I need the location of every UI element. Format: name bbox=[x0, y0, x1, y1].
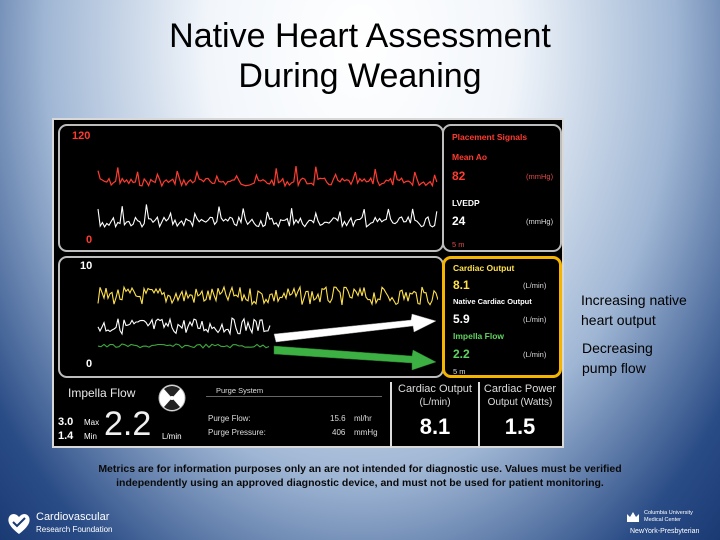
increasing-arrow bbox=[273, 313, 437, 343]
flow-waveforms bbox=[97, 285, 438, 371]
pressure-waveform-panel: 120 0 bbox=[58, 124, 444, 252]
impella-flow-title: Impella Flow bbox=[68, 386, 136, 400]
impella-flow-label: Impella Flow bbox=[453, 331, 505, 341]
impella-flow-unit: (L/min) bbox=[523, 350, 547, 359]
purge-flow-value: 15.6 bbox=[330, 414, 346, 423]
slide-title-line1: Native Heart Assessment bbox=[169, 17, 551, 55]
crf-logo-line1: Cardiovascular bbox=[36, 511, 110, 523]
cardiac-output-wave bbox=[97, 285, 438, 307]
slide-title-line2: During Weaning bbox=[238, 57, 482, 95]
impella-flow-value: 2.2 bbox=[453, 347, 470, 361]
pressure-scale-min: 0 bbox=[86, 234, 93, 246]
lvedp-label: LVEDP bbox=[452, 198, 480, 208]
disclaimer-line1: Metrics are for information purposes onl… bbox=[98, 463, 622, 475]
mean-ao-label: Mean Ao bbox=[452, 152, 488, 162]
decreasing-annotation-line2: pump flow bbox=[582, 360, 646, 376]
purge-system-label: Purge System bbox=[216, 386, 264, 395]
mean-ao-value: 82 bbox=[452, 169, 466, 183]
increasing-annotation-line1: Increasing native bbox=[581, 292, 687, 308]
purge-pressure-unit: mmHg bbox=[354, 428, 378, 437]
impella-flow-big-value: 2.2 bbox=[104, 405, 152, 443]
cardiac-time-label: 5 m bbox=[453, 367, 466, 376]
increasing-annotation: Increasing native heart output bbox=[581, 290, 720, 330]
native-output-wave bbox=[97, 317, 271, 336]
disclaimer: Metrics are for information purposes onl… bbox=[40, 462, 680, 490]
crf-logo-line2: Research Foundation bbox=[36, 525, 113, 534]
native-output-unit: (L/min) bbox=[523, 315, 547, 324]
cardiac-power-title-unit: Output (Watts) bbox=[487, 397, 553, 408]
columbia-logo-line1: Columbia University bbox=[644, 510, 693, 516]
cardiac-power-title: Cardiac Power bbox=[483, 383, 557, 395]
cardiac-power-readout: 1.5 bbox=[504, 414, 536, 439]
cardiac-output-panel: Cardiac Output 8.1 (L/min) Native Cardia… bbox=[442, 256, 562, 378]
slide-title: Native Heart Assessment During Weaning bbox=[0, 16, 720, 96]
increasing-annotation-line2: heart output bbox=[581, 312, 656, 328]
columbia-nyp-logo: Columbia University Medical Center NewYo… bbox=[626, 508, 716, 538]
impella-console-screenshot: 120 0 Placement Signals Mean Ao 82 (mmHg… bbox=[52, 118, 564, 448]
decreasing-annotation: Decreasing pump flow bbox=[582, 338, 720, 378]
heart-hand-logo-icon bbox=[8, 514, 30, 534]
native-output-value: 5.9 bbox=[453, 312, 470, 326]
fan-icon bbox=[158, 384, 186, 412]
cardiac-output-title: Cardiac Output bbox=[398, 383, 472, 395]
placement-time-label: 5 m bbox=[452, 240, 465, 249]
lvedp-unit: (mmHg) bbox=[526, 217, 554, 226]
disclaimer-line2: independently using an approved diagnost… bbox=[116, 477, 604, 489]
decreasing-arrow bbox=[273, 345, 437, 371]
purge-divider bbox=[206, 396, 382, 397]
flow-waveform-panel: 10 0 bbox=[58, 256, 444, 378]
native-output-label: Native Cardiac Output bbox=[453, 297, 532, 306]
bottom-readout-strip: Impella Flow 3.0 Max 1.4 Min 2.2 L/min P… bbox=[54, 382, 562, 448]
purge-flow-unit: ml/hr bbox=[354, 414, 372, 423]
impella-flow-big-unit: L/min bbox=[162, 432, 182, 441]
nyp-logo-text: NewYork-Presbyterian bbox=[630, 528, 700, 535]
cardiac-output-header: Cardiac Output bbox=[453, 263, 515, 273]
mean-ao-unit: (mmHg) bbox=[526, 172, 554, 181]
readout-divider-1 bbox=[390, 382, 392, 448]
purge-pressure-value: 406 bbox=[332, 428, 346, 437]
max-label: Max bbox=[84, 418, 100, 427]
lv-pressure-wave bbox=[97, 204, 438, 229]
crown-icon bbox=[627, 512, 639, 522]
readout-divider-2 bbox=[478, 382, 480, 448]
purge-pressure-label: Purge Pressure: bbox=[208, 428, 266, 437]
lvedp-value: 24 bbox=[452, 214, 466, 228]
placement-signals-header: Placement Signals bbox=[452, 132, 528, 142]
placement-signals-panel: Placement Signals Mean Ao 82 (mmHg) LVED… bbox=[442, 124, 562, 252]
cardiac-output-unit: (L/min) bbox=[523, 281, 547, 290]
cardiac-output-title-unit: (L/min) bbox=[419, 397, 451, 408]
pressure-waveforms bbox=[97, 166, 438, 229]
flow-scale-max: 10 bbox=[80, 260, 93, 272]
max-flow-value: 3.0 bbox=[58, 416, 74, 428]
cardiac-output-readout: 8.1 bbox=[419, 414, 451, 439]
impella-flow-wave bbox=[97, 343, 270, 349]
decreasing-annotation-line1: Decreasing bbox=[582, 340, 653, 356]
purge-flow-label: Purge Flow: bbox=[208, 414, 251, 423]
cardiac-output-value: 8.1 bbox=[453, 278, 470, 292]
min-flow-value: 1.4 bbox=[58, 430, 74, 442]
pressure-scale-max: 120 bbox=[72, 130, 91, 142]
aortic-pressure-wave bbox=[97, 166, 438, 188]
flow-scale-min: 0 bbox=[86, 358, 93, 370]
min-label: Min bbox=[84, 432, 97, 441]
columbia-logo-line2: Medical Center bbox=[644, 517, 681, 523]
